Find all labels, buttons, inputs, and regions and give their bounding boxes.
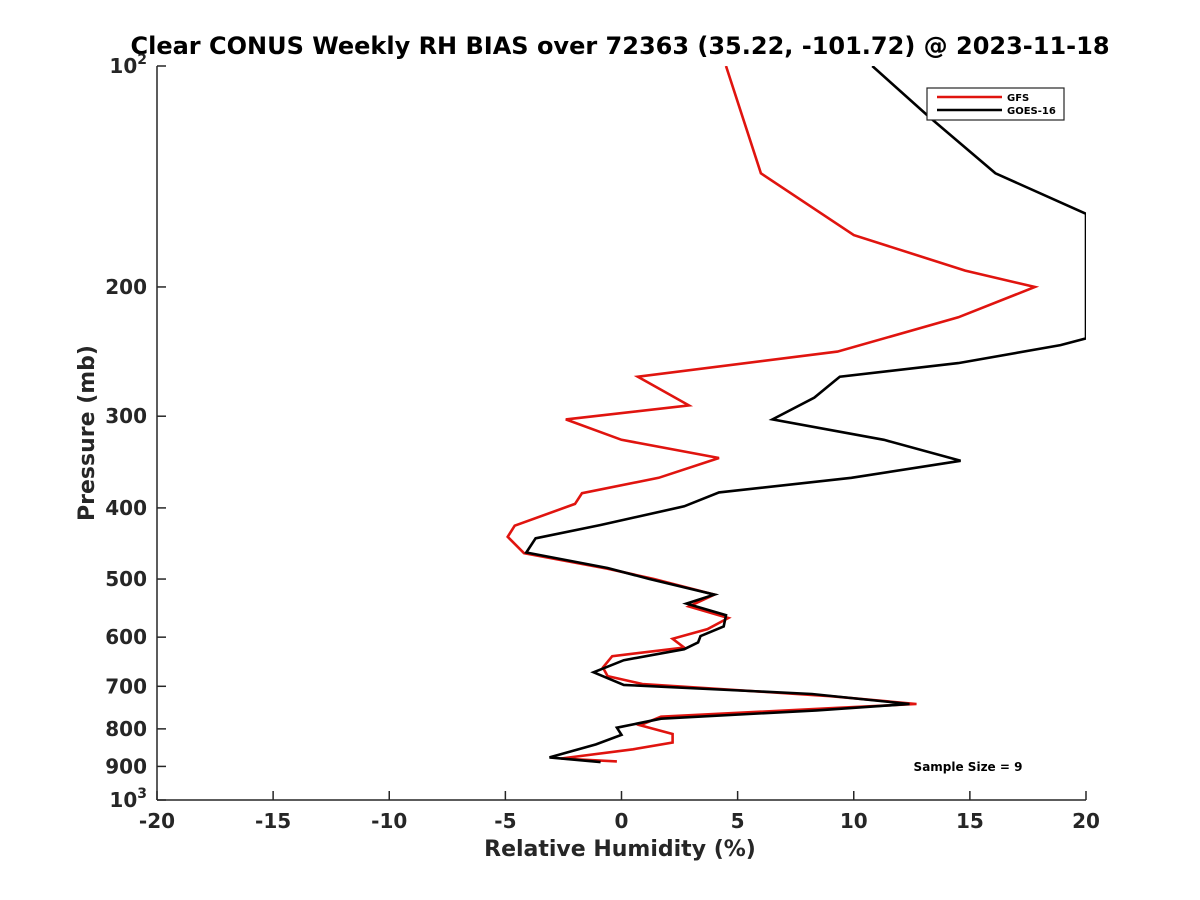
legend: GFS GOES-16 [926, 87, 1065, 121]
y-axis-label: Pressure (mb) [75, 345, 100, 521]
legend-entry: GOES-16 [1007, 106, 1056, 117]
series-layer [506, 66, 1086, 764]
axes: -20 -15 -10 -5 0 5 10 15 20 102 200 300 400 500 600 700… [105, 52, 1100, 833]
y-tick-label: 900 [105, 754, 147, 778]
y-tick-label: 300 [105, 404, 147, 428]
x-tick-label: 0 [615, 809, 629, 833]
y-tick-label: 600 [105, 625, 147, 649]
x-tick-label: 10 [840, 809, 868, 833]
x-axis-label: Relative Humidity (%) [484, 837, 756, 862]
y-tick-label: 700 [105, 674, 147, 698]
legend-box [926, 87, 1065, 121]
x-tick-label: -5 [494, 809, 516, 833]
series-line-goes-16 [524, 66, 1086, 764]
y-tick-label: 200 [105, 275, 147, 299]
x-tick-label: -20 [139, 809, 175, 833]
x-tick-label: 5 [731, 809, 745, 833]
chart-title: Clear CONUS Weekly RH BIAS over 72363 (3… [130, 32, 1109, 60]
series-line-gfs [506, 66, 1040, 763]
sample-size-annotation: Sample Size = 9 [914, 760, 1023, 774]
x-tick-label: -15 [255, 809, 291, 833]
x-tick-label: 20 [1072, 809, 1100, 833]
y-tick-label: 102 [109, 52, 147, 78]
x-tick-label: 15 [956, 809, 984, 833]
legend-entry: GFS [1007, 93, 1029, 104]
y-tick-label: 800 [105, 717, 147, 741]
y-tick-label: 103 [109, 786, 147, 812]
x-tick-label: -10 [371, 809, 407, 833]
y-tick-label: 500 [105, 567, 147, 591]
y-tick-label: 400 [105, 496, 147, 520]
